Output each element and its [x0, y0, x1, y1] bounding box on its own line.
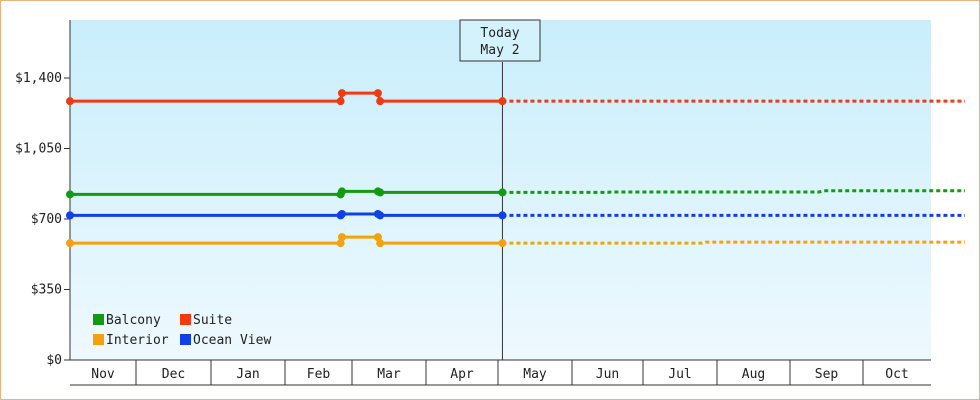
- legend-swatch: [180, 314, 191, 325]
- x-tick-label: Mar: [377, 367, 401, 382]
- today-date: May 2: [480, 43, 519, 58]
- data-point[interactable]: [498, 97, 507, 106]
- series-line-suite: [70, 91, 503, 103]
- y-tick-label: $0: [46, 353, 62, 368]
- data-point[interactable]: [498, 239, 507, 248]
- y-tick-label: $350: [31, 283, 62, 298]
- x-tick-label: Jan: [236, 367, 259, 382]
- series-projection-balcony: [502, 189, 965, 194]
- series-line-ocean-view: [70, 212, 503, 217]
- today-label: Today: [480, 26, 519, 41]
- x-tick-label: Aug: [742, 367, 765, 382]
- x-tick-label: Feb: [307, 367, 331, 382]
- data-point[interactable]: [376, 239, 385, 248]
- x-tick-label: Dec: [162, 367, 185, 382]
- legend-label: Ocean View: [193, 333, 271, 348]
- data-point[interactable]: [66, 211, 74, 220]
- data-point[interactable]: [376, 188, 385, 197]
- legend-swatch: [180, 334, 191, 345]
- data-point[interactable]: [373, 89, 382, 98]
- data-point[interactable]: [498, 211, 507, 220]
- data-point[interactable]: [337, 187, 346, 196]
- data-point[interactable]: [337, 209, 346, 218]
- data-point[interactable]: [336, 239, 345, 248]
- legend-swatch: [93, 334, 104, 345]
- x-tick-label: Nov: [91, 367, 115, 382]
- data-point[interactable]: [66, 239, 74, 248]
- data-point[interactable]: [376, 97, 385, 106]
- x-tick-label: Sep: [815, 367, 839, 382]
- legend-label: Interior: [106, 333, 169, 348]
- data-point[interactable]: [498, 188, 507, 197]
- legend-label: Suite: [193, 313, 232, 328]
- x-tick-label: May: [523, 367, 547, 382]
- data-point[interactable]: [66, 190, 74, 199]
- data-point[interactable]: [336, 97, 345, 106]
- data-point[interactable]: [337, 233, 346, 242]
- data-point[interactable]: [376, 211, 385, 220]
- y-tick-label: $1,050: [15, 142, 62, 157]
- x-tick-label: Jun: [596, 367, 619, 382]
- series-line-interior: [70, 235, 503, 245]
- x-tick-label: Apr: [450, 367, 474, 382]
- y-tick-label: $700: [31, 212, 62, 227]
- x-tick-label: Oct: [885, 367, 908, 382]
- legend-swatch: [93, 314, 104, 325]
- data-point[interactable]: [337, 89, 346, 98]
- series-line-balcony: [70, 189, 503, 196]
- today-box: [459, 19, 541, 62]
- data-point[interactable]: [66, 97, 74, 106]
- x-tick-label: Jul: [668, 367, 691, 382]
- legend-label: Balcony: [106, 313, 161, 328]
- y-tick-label: $1,400: [15, 71, 62, 86]
- series-projection-interior: [502, 240, 965, 245]
- data-point[interactable]: [373, 233, 382, 242]
